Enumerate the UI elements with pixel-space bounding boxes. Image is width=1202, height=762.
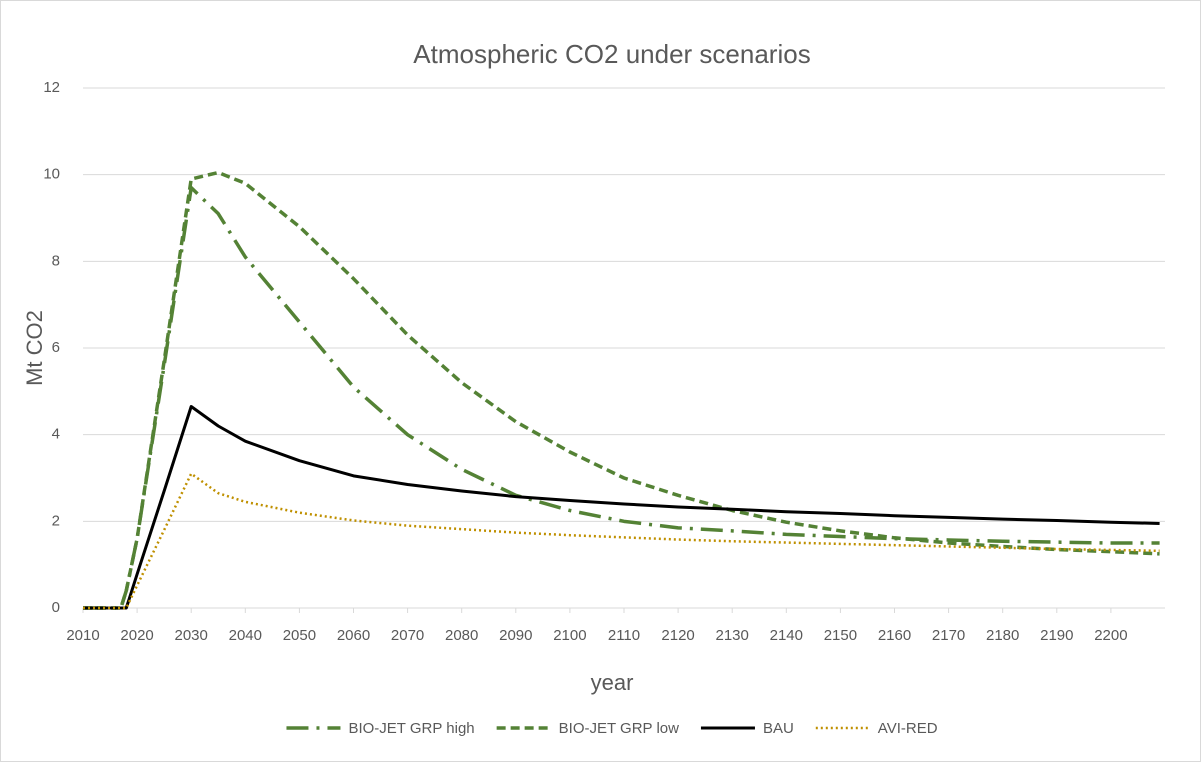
x-tick-label: 2050: [283, 627, 316, 644]
x-tick-label: 2060: [337, 627, 370, 644]
legend-label: BIO-JET GRP high: [348, 720, 474, 737]
x-tick-label: 2180: [986, 627, 1019, 644]
x-tick-label: 2130: [716, 627, 749, 644]
x-tick-label: 2190: [1040, 627, 1073, 644]
y-axis-label: Mt CO2: [22, 310, 47, 386]
legend-label: AVI-RED: [878, 720, 938, 737]
y-tick-label: 10: [43, 166, 60, 183]
x-tick-label: 2140: [770, 627, 803, 644]
x-tick-label: 2120: [661, 627, 694, 644]
y-tick-label: 8: [52, 252, 60, 269]
y-tick-label: 2: [52, 512, 60, 529]
x-tick-label: 2030: [175, 627, 208, 644]
x-tick-label: 2090: [499, 627, 532, 644]
x-tick-label: 2150: [824, 627, 857, 644]
series-line: [83, 170, 1160, 610]
x-tick-label: 2010: [66, 627, 99, 644]
legend-label: BAU: [763, 720, 794, 737]
chart-title: Atmospheric CO2 under scenarios: [413, 39, 810, 69]
x-tick-label: 2110: [608, 627, 640, 644]
x-tick-label: 2160: [878, 627, 911, 644]
y-tick-label: 0: [52, 599, 60, 616]
series-line: [83, 405, 1160, 610]
x-tick-label: 2070: [391, 627, 424, 644]
x-tick-label: 2080: [445, 627, 478, 644]
series-line: [83, 472, 1160, 610]
legend-label: BIO-JET GRP low: [559, 720, 679, 737]
x-tick-label: 2100: [553, 627, 586, 644]
x-tick-label: 2040: [229, 627, 262, 644]
x-tick-label: 2020: [120, 627, 153, 644]
x-tick-label: 2200: [1094, 627, 1127, 644]
x-tick-label: 2170: [932, 627, 965, 644]
x-axis-label: year: [591, 670, 634, 695]
y-tick-label: 12: [43, 79, 60, 96]
y-tick-label: 6: [52, 339, 60, 356]
y-tick-label: 4: [52, 426, 60, 443]
